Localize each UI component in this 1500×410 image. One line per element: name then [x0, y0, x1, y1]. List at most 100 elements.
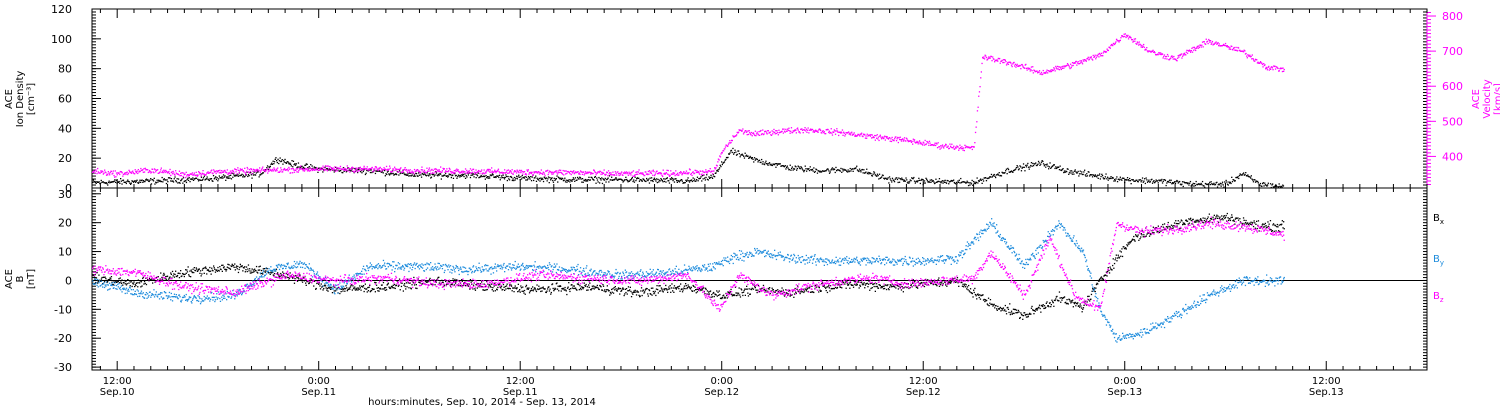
density-series-point — [1172, 182, 1174, 185]
velocity-series-point — [695, 169, 697, 172]
field-series-bx-point — [498, 284, 500, 286]
field-series-bx-point — [189, 270, 191, 272]
velocity-series-point — [421, 169, 424, 171]
field-series-bx-point — [531, 289, 533, 291]
field-series-bx-point — [367, 286, 369, 289]
density-series-point — [377, 170, 379, 172]
density-series-point — [395, 173, 397, 175]
velocity-series-point — [700, 174, 703, 176]
density-series-point — [1091, 176, 1094, 178]
velocity-series-point — [1190, 51, 1192, 53]
density-series-point — [464, 173, 466, 175]
velocity-series-point — [890, 138, 892, 140]
density-series-point — [971, 179, 973, 182]
density-series-point — [1135, 179, 1137, 181]
velocity-series-point — [269, 169, 271, 171]
field-series-bx-point — [596, 286, 598, 289]
density-series-point — [1199, 183, 1202, 186]
velocity-series-point — [754, 134, 756, 137]
velocity-series-point — [834, 133, 837, 135]
density-series-point — [905, 177, 907, 179]
velocity-series-point — [1277, 67, 1279, 70]
density-series-point — [944, 179, 946, 181]
velocity-series-point — [1224, 44, 1226, 47]
density-series-point — [911, 177, 914, 180]
field-series-bx-point — [334, 286, 336, 288]
density-series-point — [308, 166, 310, 168]
velocity-series-point — [1012, 63, 1014, 65]
velocity-series-point — [777, 134, 779, 136]
field-series-bx-point — [404, 285, 406, 288]
velocity-series-point — [245, 173, 247, 175]
velocity-series-point — [350, 168, 352, 171]
velocity-series-point — [440, 166, 442, 168]
field-series-bx-point — [572, 285, 574, 287]
density-series-point — [407, 173, 409, 175]
density-series-point — [822, 170, 824, 172]
velocity-series-point — [1055, 67, 1057, 69]
velocity-series-point — [105, 174, 108, 176]
density-series-point — [986, 177, 988, 180]
velocity-series-point — [488, 168, 490, 171]
velocity-series-point — [1030, 66, 1033, 68]
velocity-series-point — [673, 173, 675, 175]
velocity-series-point — [479, 172, 481, 175]
field-series-bx-point — [710, 296, 712, 298]
velocity-series-point — [480, 170, 482, 173]
density-series-point — [1108, 177, 1110, 179]
density-series-point — [881, 174, 884, 176]
field-series-bx-point — [545, 291, 547, 294]
density-series-point — [285, 162, 287, 164]
velocity-series-point — [670, 170, 672, 172]
velocity-series-point — [335, 168, 337, 171]
velocity-series-point — [716, 165, 718, 167]
density-series-point — [1171, 182, 1174, 184]
velocity-series-point — [1242, 51, 1245, 53]
field-series-bx-point — [724, 296, 726, 298]
density-series-point — [948, 181, 951, 183]
density-series-point — [989, 176, 991, 178]
field-series-bx-point — [188, 274, 190, 276]
density-series-point — [878, 178, 880, 180]
velocity-series-point — [551, 173, 553, 175]
density-series-point — [1069, 170, 1071, 172]
field-series-bx-point — [241, 265, 243, 268]
density-series-point — [938, 178, 941, 180]
density-series-point — [651, 177, 653, 179]
velocity-series-point — [713, 170, 715, 172]
velocity-series-point — [1217, 42, 1219, 44]
density-series-point — [667, 180, 669, 182]
velocity-series-point — [271, 170, 273, 172]
velocity-series-point — [705, 171, 708, 173]
field-series-bx-point — [679, 290, 681, 292]
density-series-point — [1163, 179, 1165, 181]
velocity-series-point — [987, 58, 989, 61]
density-series-point — [104, 182, 106, 184]
density-series-point — [987, 177, 990, 179]
velocity-series-point — [966, 146, 968, 148]
velocity-series-point — [927, 142, 929, 144]
velocity-series-point — [775, 132, 778, 135]
y-axis-title-line: [nT] — [26, 269, 37, 289]
density-series-point — [1121, 177, 1124, 179]
velocity-series-point — [496, 170, 498, 172]
velocity-series-point — [452, 171, 454, 173]
field-series-bx-point — [489, 284, 491, 286]
field-series-bx-point — [678, 285, 681, 287]
velocity-series-point — [166, 171, 168, 173]
density-series-point — [493, 176, 495, 178]
velocity-series-point — [834, 130, 836, 132]
density-series-point — [119, 182, 121, 184]
density-series-point — [1161, 178, 1163, 181]
field-series-bx-point — [723, 294, 725, 296]
density-series-point — [450, 176, 452, 179]
density-series — [92, 147, 1285, 189]
density-series-point — [115, 179, 117, 181]
velocity-series-point — [1206, 40, 1209, 42]
density-series-point — [1183, 181, 1185, 183]
density-series-point — [216, 177, 218, 179]
velocity-series-point — [191, 173, 193, 176]
field-series-bx-point — [273, 273, 276, 275]
velocity-series-point — [453, 170, 455, 172]
velocity-series-point — [316, 167, 318, 169]
